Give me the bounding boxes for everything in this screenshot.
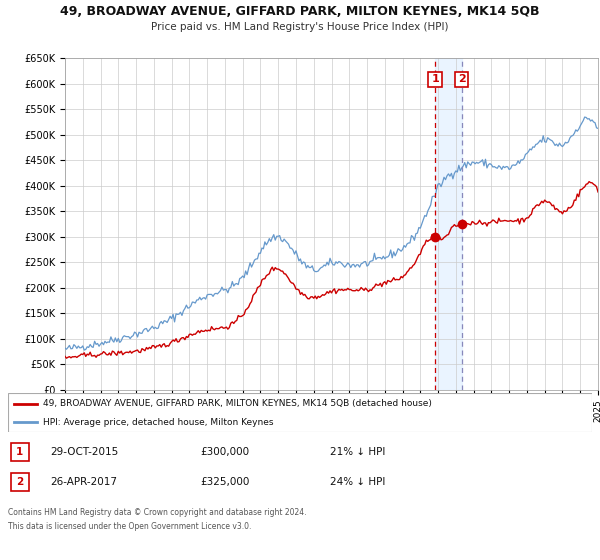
Text: This data is licensed under the Open Government Licence v3.0.: This data is licensed under the Open Gov… — [8, 522, 251, 531]
FancyBboxPatch shape — [11, 442, 29, 461]
Text: 2: 2 — [16, 477, 23, 487]
FancyBboxPatch shape — [11, 473, 29, 492]
Text: 21% ↓ HPI: 21% ↓ HPI — [330, 447, 385, 457]
Text: 49, BROADWAY AVENUE, GIFFARD PARK, MILTON KEYNES, MK14 5QB: 49, BROADWAY AVENUE, GIFFARD PARK, MILTO… — [60, 5, 540, 18]
Text: 29-OCT-2015: 29-OCT-2015 — [50, 447, 118, 457]
Text: Contains HM Land Registry data © Crown copyright and database right 2024.: Contains HM Land Registry data © Crown c… — [8, 508, 307, 517]
Bar — [435, 58, 461, 390]
Text: 1: 1 — [16, 447, 23, 457]
Text: 1: 1 — [431, 74, 439, 85]
Text: £300,000: £300,000 — [200, 447, 249, 457]
Text: £325,000: £325,000 — [200, 477, 250, 487]
FancyBboxPatch shape — [8, 393, 592, 432]
Text: HPI: Average price, detached house, Milton Keynes: HPI: Average price, detached house, Milt… — [43, 418, 274, 427]
Text: 24% ↓ HPI: 24% ↓ HPI — [330, 477, 385, 487]
Text: Price paid vs. HM Land Registry's House Price Index (HPI): Price paid vs. HM Land Registry's House … — [151, 22, 449, 32]
Text: 2: 2 — [458, 74, 466, 85]
Text: 26-APR-2017: 26-APR-2017 — [50, 477, 117, 487]
Text: 49, BROADWAY AVENUE, GIFFARD PARK, MILTON KEYNES, MK14 5QB (detached house): 49, BROADWAY AVENUE, GIFFARD PARK, MILTO… — [43, 399, 432, 408]
